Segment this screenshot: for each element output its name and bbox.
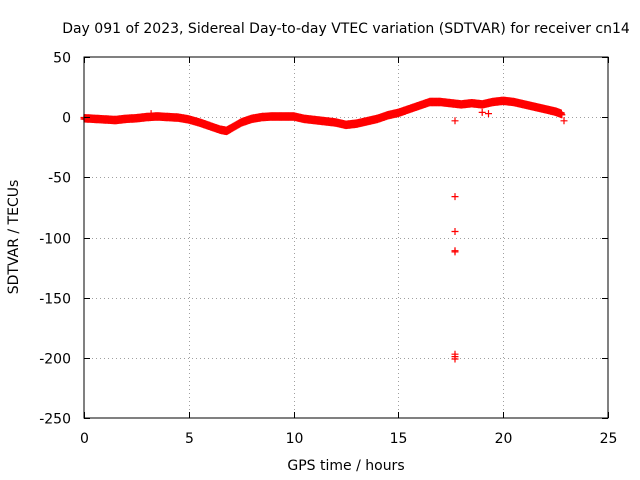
- x-tick-label: 25: [600, 431, 618, 447]
- data-point: [451, 355, 459, 363]
- x-tick-label: 5: [185, 431, 194, 447]
- data-point: [485, 110, 492, 118]
- y-tick-label: 50: [53, 51, 71, 67]
- data-points: [80, 96, 568, 363]
- y-tick-label: 0: [62, 111, 71, 127]
- y-tick-label: -100: [39, 232, 71, 248]
- y-tick-label: -200: [39, 352, 71, 368]
- x-tick-label: 20: [495, 431, 513, 447]
- y-axis-label: SDTVAR / TECUs: [6, 180, 22, 295]
- plot-frame: [83, 56, 609, 419]
- x-axis-ticks: 0 5 10 15 20 25: [80, 57, 617, 447]
- data-point: [558, 111, 566, 119]
- grid: [84, 57, 608, 418]
- data-point: [478, 108, 486, 116]
- y-tick-label: -50: [48, 171, 71, 187]
- y-tick-label: -150: [39, 292, 71, 308]
- y-tick-label: -250: [39, 412, 71, 428]
- y-axis-ticks: 50 0 -50 -100 -150 -200 -250: [39, 51, 608, 428]
- data-point: [451, 193, 459, 201]
- data-point: [560, 117, 568, 125]
- chart-title: Day 091 of 2023, Sidereal Day-to-day VTE…: [62, 21, 630, 37]
- x-tick-label: 0: [80, 431, 89, 447]
- x-tick-label: 10: [286, 431, 304, 447]
- data-point: [451, 248, 459, 256]
- x-tick-label: 15: [390, 431, 408, 447]
- data-point: [147, 110, 155, 118]
- x-axis-label: GPS time / hours: [287, 458, 404, 474]
- data-point: [451, 228, 459, 235]
- data-point: [451, 117, 459, 125]
